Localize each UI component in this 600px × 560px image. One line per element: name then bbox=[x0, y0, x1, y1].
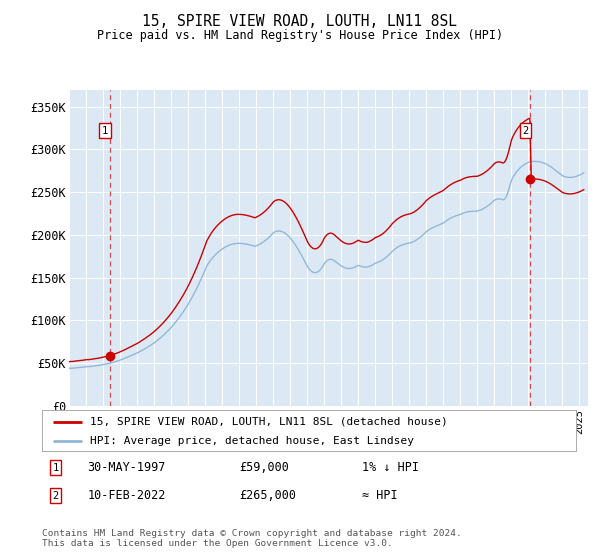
Text: 1: 1 bbox=[52, 463, 58, 473]
Text: HPI: Average price, detached house, East Lindsey: HPI: Average price, detached house, East… bbox=[90, 436, 414, 446]
Text: Price paid vs. HM Land Registry's House Price Index (HPI): Price paid vs. HM Land Registry's House … bbox=[97, 29, 503, 42]
Text: Contains HM Land Registry data © Crown copyright and database right 2024.
This d: Contains HM Land Registry data © Crown c… bbox=[42, 529, 462, 548]
Text: £59,000: £59,000 bbox=[239, 461, 289, 474]
Text: 1: 1 bbox=[102, 126, 108, 136]
Text: 2: 2 bbox=[52, 491, 58, 501]
Text: £265,000: £265,000 bbox=[239, 489, 296, 502]
Text: 30-MAY-1997: 30-MAY-1997 bbox=[88, 461, 166, 474]
Text: 1% ↓ HPI: 1% ↓ HPI bbox=[362, 461, 419, 474]
Text: 15, SPIRE VIEW ROAD, LOUTH, LN11 8SL: 15, SPIRE VIEW ROAD, LOUTH, LN11 8SL bbox=[143, 14, 458, 29]
Text: ≈ HPI: ≈ HPI bbox=[362, 489, 398, 502]
Text: 15, SPIRE VIEW ROAD, LOUTH, LN11 8SL (detached house): 15, SPIRE VIEW ROAD, LOUTH, LN11 8SL (de… bbox=[90, 417, 448, 427]
Text: 10-FEB-2022: 10-FEB-2022 bbox=[88, 489, 166, 502]
Text: 2: 2 bbox=[522, 126, 529, 136]
